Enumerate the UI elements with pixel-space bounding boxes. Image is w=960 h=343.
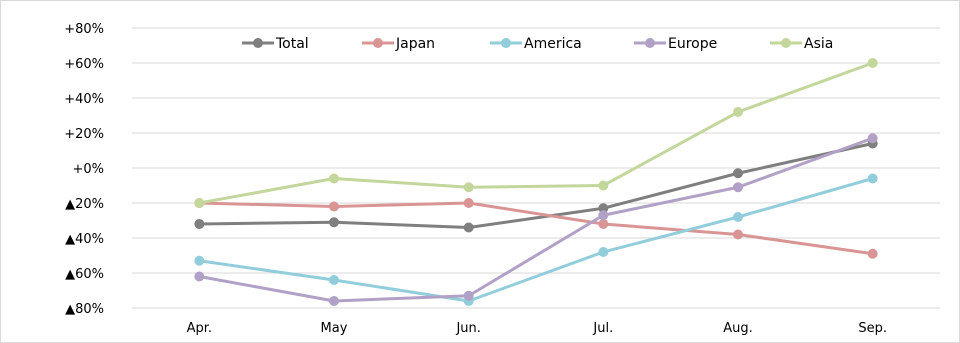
x-tick-label: Jun.: [455, 321, 480, 336]
series-line: [197, 61, 875, 205]
data-point: [598, 219, 609, 229]
series-europe: [194, 133, 878, 306]
legend: Total Japan America Europe Asia: [242, 36, 833, 52]
legend-item-america: America: [490, 36, 582, 52]
legend-marker: [781, 38, 791, 48]
y-tick-label: +20%: [64, 127, 104, 142]
data-point: [329, 173, 339, 184]
legend-label: Total: [275, 36, 309, 52]
data-point: [598, 180, 609, 191]
legend-item-japan: Japan: [362, 36, 435, 52]
y-tick-label: ▲40%: [65, 232, 104, 247]
x-tick-label: Sep.: [858, 321, 887, 336]
series-lines: [194, 58, 878, 306]
x-tick-label: Aug.: [723, 321, 753, 336]
series-line: [197, 136, 875, 303]
data-point: [194, 271, 205, 282]
data-point: [194, 255, 205, 266]
legend-item-total: Total: [242, 36, 309, 52]
y-tick-label: +60%: [64, 57, 104, 72]
x-tick-label: Apr.: [187, 321, 212, 336]
data-point: [733, 212, 743, 222]
data-point: [463, 222, 474, 233]
series-asia: [194, 58, 878, 208]
y-tick-label: ▲80%: [65, 302, 104, 317]
data-point: [329, 275, 339, 285]
series-line: [197, 142, 875, 229]
legend-label: Europe: [668, 36, 717, 52]
data-point: [733, 229, 743, 240]
data-point: [329, 296, 339, 306]
series-line: [197, 177, 875, 303]
legend-label: Japan: [395, 36, 435, 52]
legend-marker: [253, 38, 263, 48]
legend-item-europe: Europe: [634, 36, 717, 52]
legend-marker: [501, 38, 511, 48]
data-point: [733, 168, 743, 179]
legend-label: America: [524, 36, 582, 52]
data-point: [867, 133, 878, 144]
data-point: [329, 217, 339, 228]
x-tick-label: Jul.: [592, 321, 613, 336]
legend-item-asia: Asia: [770, 36, 833, 52]
data-point: [867, 173, 878, 184]
series-line: [197, 201, 875, 256]
legend-label: Asia: [804, 36, 833, 52]
data-point: [194, 219, 205, 229]
grid-lines: [132, 27, 940, 309]
y-tick-label: +80%: [64, 22, 104, 37]
data-point: [867, 58, 878, 68]
series-total: [194, 138, 878, 233]
data-point: [463, 198, 474, 208]
data-point: [733, 182, 743, 193]
x-axis-tick-labels: Apr. May Jun. Jul. Aug. Sep.: [187, 321, 887, 336]
data-point: [194, 198, 205, 208]
series-america: [194, 173, 878, 306]
data-point: [329, 201, 339, 212]
data-point: [463, 290, 474, 301]
data-point: [598, 203, 609, 214]
y-tick-label: +0%: [72, 162, 104, 177]
data-point: [463, 182, 474, 193]
data-point: [733, 107, 743, 117]
data-point: [598, 247, 609, 257]
y-axis-tick-labels: +80% +60% +40% +20% +0% ▲20% ▲40% ▲60% ▲80%: [64, 22, 104, 317]
y-tick-label: +40%: [64, 92, 104, 107]
data-point: [867, 248, 878, 259]
x-tick-label: May: [321, 321, 348, 336]
legend-marker: [373, 38, 383, 48]
y-tick-label: ▲20%: [65, 197, 104, 212]
data-point: [598, 210, 609, 221]
y-tick-label: ▲60%: [65, 267, 104, 282]
legend-marker: [645, 38, 655, 48]
